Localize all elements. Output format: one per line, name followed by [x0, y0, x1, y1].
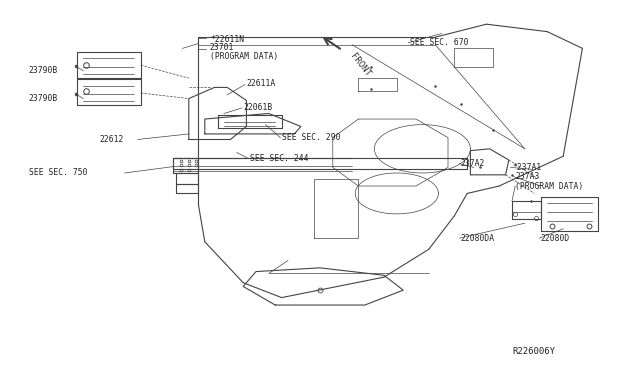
- Text: 22080DA: 22080DA: [461, 234, 495, 243]
- Text: SEE SEC. 750: SEE SEC. 750: [29, 169, 87, 177]
- Text: 237A2: 237A2: [461, 159, 485, 168]
- Text: 237A3: 237A3: [515, 172, 540, 181]
- Text: 22061B: 22061B: [243, 103, 273, 112]
- Text: 22612: 22612: [99, 135, 124, 144]
- Text: R226006Y: R226006Y: [512, 347, 555, 356]
- Text: (PROGRAM DATA): (PROGRAM DATA): [515, 182, 584, 190]
- Text: SEE SEC. 290: SEE SEC. 290: [282, 133, 340, 142]
- Text: 23790B: 23790B: [29, 66, 58, 75]
- Text: SEE SEC. 670: SEE SEC. 670: [410, 38, 468, 47]
- Text: *237A1: *237A1: [512, 163, 541, 172]
- Text: 22080D: 22080D: [541, 234, 570, 243]
- Text: 23790B: 23790B: [29, 94, 58, 103]
- Text: SEE SEC. 244: SEE SEC. 244: [250, 154, 308, 163]
- Text: 23701: 23701: [210, 43, 234, 52]
- Text: FRONT: FRONT: [349, 51, 372, 78]
- Text: 22611A: 22611A: [246, 79, 276, 88]
- Text: *22611N: *22611N: [210, 35, 244, 44]
- Text: (PROGRAM DATA): (PROGRAM DATA): [210, 52, 278, 61]
